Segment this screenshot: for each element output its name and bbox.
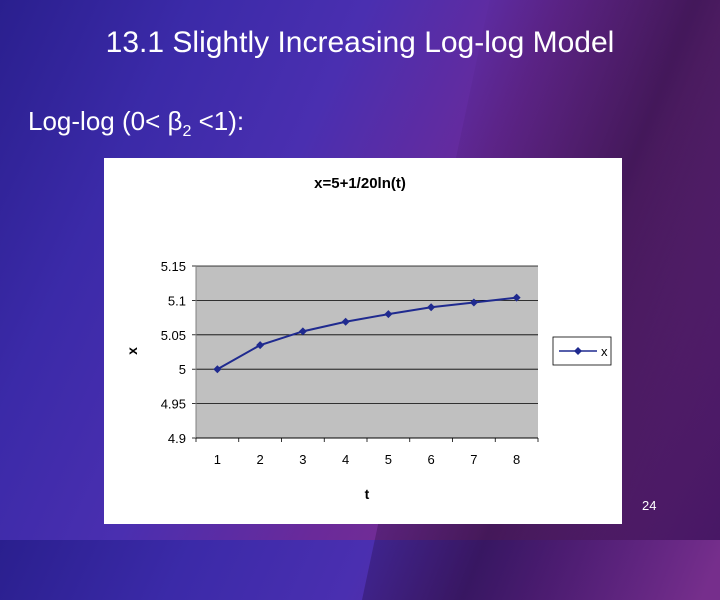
x-tick-label: 8	[513, 452, 520, 467]
x-tick-label: 5	[385, 452, 392, 467]
x-tick-label: 2	[257, 452, 264, 467]
x-tick-label: 1	[214, 452, 221, 467]
chart-title: x=5+1/20ln(t)	[314, 175, 406, 192]
legend-marker-swatch	[574, 347, 582, 355]
slide-number: 24	[642, 498, 657, 513]
y-tick-label: 5	[179, 362, 186, 377]
chart-panel: x=5+1/20ln(t) 4.9 4.95 5 5.05 5.1 5.15 1 2 3 4 5 6 7…	[104, 158, 622, 524]
data-point-marker	[298, 327, 307, 336]
data-point-marker	[384, 310, 393, 319]
x-tick-label: 6	[428, 452, 435, 467]
series-line-x	[216, 296, 517, 371]
y-tick-label: 4.9	[168, 431, 186, 446]
data-point-marker	[341, 317, 350, 326]
subtitle-suffix: <1):	[191, 106, 245, 136]
x-tick-label: 3	[299, 452, 306, 467]
y-tick-label: 5.1	[168, 293, 186, 308]
slide-title: 13.1 Slightly Increasing Log-log Model	[105, 26, 615, 59]
data-point-marker	[512, 293, 521, 302]
subtitle-prefix: Log-log (0< β	[28, 106, 183, 136]
y-tick-label: 5.15	[161, 259, 186, 274]
data-point-marker	[427, 303, 436, 312]
y-axis-label: x	[124, 347, 140, 355]
x-axis-label: t	[365, 486, 370, 502]
x-tick-label: 7	[470, 452, 477, 467]
slide-subtitle: Log-log (0< β2 <1):	[28, 106, 244, 141]
y-tick-label: 4.95	[161, 397, 186, 412]
legend-entry-x: x	[601, 344, 608, 359]
chart-legend: x	[552, 336, 612, 366]
plot-area	[196, 266, 538, 438]
data-point-marker	[213, 365, 222, 374]
subtitle-subscript: 2	[182, 123, 192, 141]
y-tick-label: 5.05	[161, 328, 186, 343]
data-point-marker	[256, 341, 265, 350]
line-chart: x=5+1/20ln(t) 4.9 4.95 5 5.05 5.1 5.15 1 2 3 4 5 6 7…	[124, 175, 612, 502]
x-tick-label: 4	[342, 452, 349, 467]
data-point-marker	[469, 298, 478, 307]
